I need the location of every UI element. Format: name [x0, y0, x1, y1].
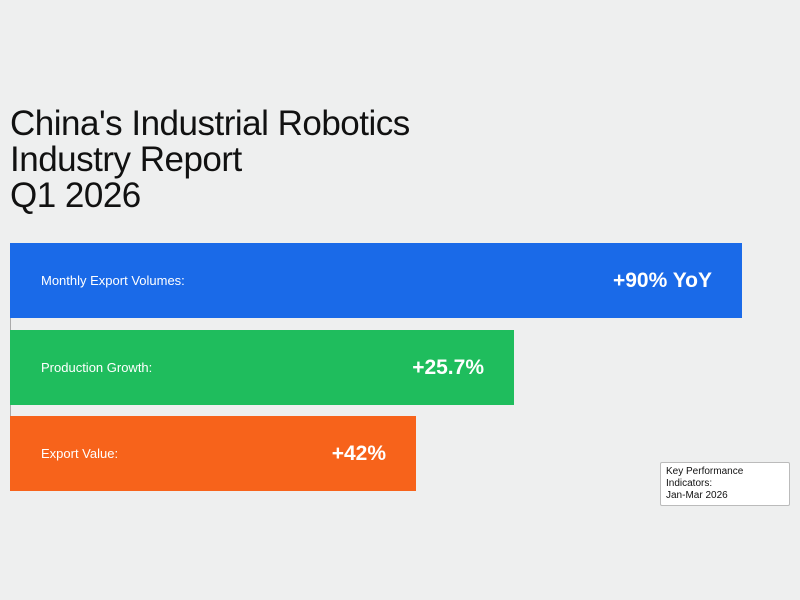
bar: Monthly Export Volumes: +90% YoY	[10, 243, 742, 318]
legend-line: Jan-Mar 2026	[666, 490, 728, 501]
bar-value: +90% YoY	[612, 269, 712, 292]
bar: Production Growth: +25.7%	[10, 330, 514, 405]
bar-value: +42%	[331, 442, 386, 465]
bar-value: +25.7%	[412, 356, 484, 379]
bar-label: Monthly Export Volumes:	[41, 273, 185, 288]
title-line: Industry Report	[10, 140, 242, 179]
bar-label: Production Growth:	[41, 360, 153, 375]
title: China's Industrial Robotics Industry Rep…	[10, 106, 410, 214]
bar: Export Value: +42%	[10, 416, 416, 491]
title-line: China's Industrial Robotics	[10, 104, 410, 143]
title-line: Q1 2026	[10, 176, 141, 215]
legend-line: Key Performance Indicators:	[666, 466, 744, 489]
legend-box: Key Performance Indicators: Jan-Mar 2026	[660, 462, 790, 506]
bar-label: Export Value:	[41, 446, 119, 461]
